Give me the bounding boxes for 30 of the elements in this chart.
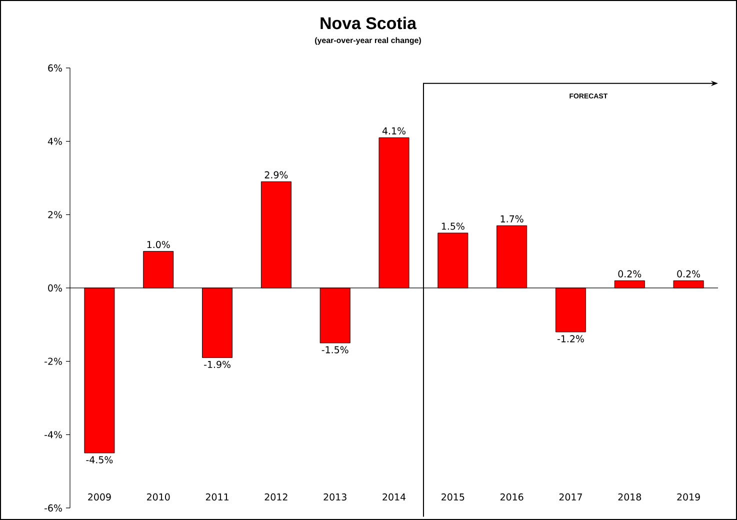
- y-tick-label: 6%: [48, 64, 62, 72]
- data-label: 0.2%: [677, 270, 700, 278]
- x-tick-label: 2015: [442, 493, 464, 501]
- x-tick-label: 2012: [264, 493, 288, 501]
- data-label: 1.7%: [500, 215, 524, 222]
- data-label: 0.2%: [618, 270, 642, 278]
- chart-title: Nova Scotia: [320, 16, 417, 30]
- y-tick-label: 0%: [48, 284, 62, 292]
- data-label: -4.5%: [86, 456, 113, 464]
- x-tick-label: 2014: [382, 493, 406, 501]
- x-tick-label: 2011: [206, 493, 228, 501]
- x-tick-label: 2018: [618, 493, 642, 501]
- data-label: -1.5%: [322, 346, 348, 354]
- data-label: -1.9%: [204, 360, 230, 368]
- y-tick-label: 2%: [48, 211, 62, 218]
- data-label: 1.0%: [147, 240, 170, 248]
- data-label: 4.1%: [382, 127, 406, 134]
- y-tick-label: -6%: [44, 504, 62, 512]
- data-label: 2.9%: [264, 171, 288, 178]
- y-tick-label: -4%: [44, 431, 62, 438]
- x-tick-label: 2013: [324, 493, 346, 501]
- x-tick-label: 2019: [677, 493, 700, 501]
- x-tick-label: 2016: [500, 493, 524, 501]
- y-tick-label: 4%: [48, 138, 62, 145]
- y-tick-label: -2%: [44, 358, 62, 365]
- data-label: -1.2%: [557, 335, 584, 342]
- x-tick-label: 2009: [88, 493, 111, 501]
- x-tick-label: 2010: [147, 493, 170, 501]
- data-label: 1.5%: [442, 222, 464, 230]
- x-tick-label: 2017: [559, 493, 582, 501]
